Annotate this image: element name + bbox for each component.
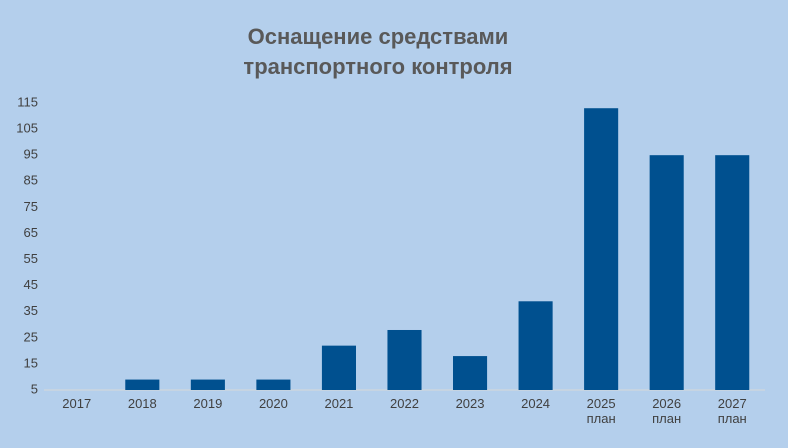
y-tick-label: 85	[24, 173, 38, 188]
bar	[715, 155, 750, 390]
x-tick-label: 2022	[390, 396, 419, 411]
x-tick-label: 2021	[324, 396, 354, 411]
y-tick-label: 105	[16, 121, 38, 136]
y-tick-label: 65	[24, 225, 38, 240]
bar	[125, 379, 160, 390]
y-tick-label: 95	[24, 147, 38, 162]
x-tick-label: 2027 план	[717, 396, 747, 426]
x-tick-label: 2018	[127, 396, 157, 411]
bar	[321, 345, 356, 390]
bar	[649, 155, 684, 390]
x-tick-label: 2019	[193, 396, 223, 411]
x-tick-label: 2020	[258, 396, 288, 411]
x-tick-label: 2026 план	[652, 396, 682, 426]
x-tick-label: 2023	[455, 396, 485, 411]
y-tick-label: 75	[24, 199, 38, 214]
y-tick-label: 5	[31, 381, 38, 396]
y-tick-label: 55	[24, 251, 38, 266]
x-tick-label: 2024	[521, 396, 551, 411]
y-tick-label: 45	[24, 277, 38, 292]
y-tick-label: 15	[24, 355, 38, 370]
x-tick-label: 2017	[62, 396, 92, 411]
y-tick-label: 25	[24, 329, 38, 344]
bar	[584, 108, 619, 390]
bar	[453, 356, 488, 390]
bar	[518, 301, 553, 390]
y-tick-label: 35	[24, 303, 38, 318]
y-tick-label: 115	[17, 94, 38, 109]
x-tick-label: 2025 план	[586, 396, 616, 426]
bar	[190, 379, 225, 390]
bar	[387, 329, 422, 390]
bar	[256, 379, 291, 390]
chart-title: Оснащение средствами транспортного контр…	[243, 24, 513, 79]
